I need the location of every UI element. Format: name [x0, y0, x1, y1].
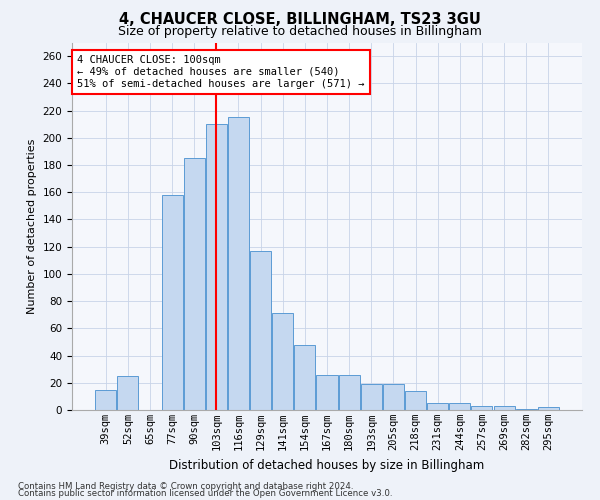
Bar: [405, 391, 426, 410]
Bar: [250, 251, 271, 410]
Bar: [427, 403, 448, 410]
Bar: [316, 374, 338, 410]
Bar: [118, 376, 139, 410]
Text: Size of property relative to detached houses in Billingham: Size of property relative to detached ho…: [118, 25, 482, 38]
Y-axis label: Number of detached properties: Number of detached properties: [27, 138, 37, 314]
Bar: [515, 408, 536, 410]
X-axis label: Distribution of detached houses by size in Billingham: Distribution of detached houses by size …: [169, 458, 485, 471]
Bar: [494, 406, 515, 410]
Bar: [206, 124, 227, 410]
Bar: [383, 384, 404, 410]
Text: Contains public sector information licensed under the Open Government Licence v3: Contains public sector information licen…: [18, 490, 392, 498]
Bar: [361, 384, 382, 410]
Text: Contains HM Land Registry data © Crown copyright and database right 2024.: Contains HM Land Registry data © Crown c…: [18, 482, 353, 491]
Bar: [95, 390, 116, 410]
Bar: [472, 406, 493, 410]
Bar: [161, 195, 182, 410]
Bar: [184, 158, 205, 410]
Bar: [295, 344, 316, 410]
Bar: [272, 314, 293, 410]
Bar: [449, 403, 470, 410]
Bar: [338, 374, 359, 410]
Bar: [538, 408, 559, 410]
Text: 4, CHAUCER CLOSE, BILLINGHAM, TS23 3GU: 4, CHAUCER CLOSE, BILLINGHAM, TS23 3GU: [119, 12, 481, 28]
Text: 4 CHAUCER CLOSE: 100sqm
← 49% of detached houses are smaller (540)
51% of semi-d: 4 CHAUCER CLOSE: 100sqm ← 49% of detache…: [77, 56, 365, 88]
Bar: [228, 118, 249, 410]
